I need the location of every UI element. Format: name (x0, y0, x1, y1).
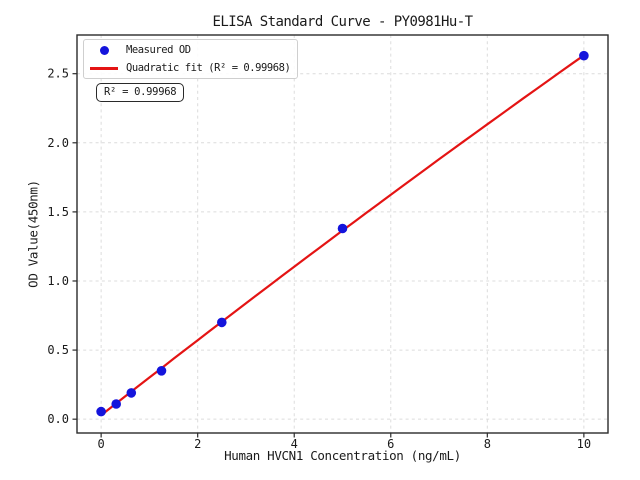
legend-handle (90, 45, 118, 55)
legend-label-measured-od: Measured OD (126, 44, 191, 56)
x-axis-label: Human HVCN1 Concentration (ng/mL) (224, 448, 461, 463)
data-point (217, 317, 227, 328)
chart-title: ELISA Standard Curve - PY0981Hu-T (212, 14, 474, 30)
data-point (337, 223, 348, 234)
data-point (96, 406, 106, 417)
y-tick-label: 0.5 (47, 343, 69, 357)
legend-entry-quadratic-fit: Quadratic fit (R² = 0.99968) (90, 62, 291, 74)
x-tick-label: 0 (98, 437, 105, 451)
data-point (579, 50, 589, 61)
x-tick-label: 10 (577, 437, 591, 451)
plot-border (76, 34, 609, 434)
data-point (156, 366, 167, 376)
legend-handle (90, 66, 118, 70)
y-tick-label: 0.0 (47, 412, 69, 426)
legend-label-quadratic-fit: Quadratic fit (R² = 0.99968) (126, 62, 291, 74)
data-point (111, 399, 121, 409)
x-tick-label: 6 (387, 437, 394, 451)
x-tick-label: 4 (291, 437, 298, 451)
y-tick-labels: 0.0 0.5 1.0 1.5 2.0 2.5 (47, 67, 69, 426)
y-tick-label: 1.5 (47, 205, 69, 219)
axis-tick-marks (72, 73, 585, 438)
legend-entry-measured-od: Measured OD (90, 44, 290, 56)
x-tick-label: 2 (194, 437, 201, 451)
y-axis-label: OD Value(450nm) (25, 180, 41, 288)
legend: Measured OD Quadratic fit (R² = 0.99968) (83, 39, 299, 79)
y-tick-label: 2.5 (47, 67, 69, 81)
x-tick-labels: 0 2 4 6 8 10 (98, 437, 592, 451)
x-tick-label: 8 (484, 437, 491, 451)
measured-od-points (96, 50, 589, 417)
line-marker-icon (90, 66, 118, 70)
quadratic-fit-line (100, 54, 585, 417)
scatter-marker-icon (99, 45, 109, 55)
data-point (126, 388, 137, 398)
y-tick-label: 2.0 (47, 136, 69, 150)
r-squared-annotation: R² = 0.99968 (96, 83, 185, 102)
y-tick-label: 1.0 (47, 274, 69, 288)
